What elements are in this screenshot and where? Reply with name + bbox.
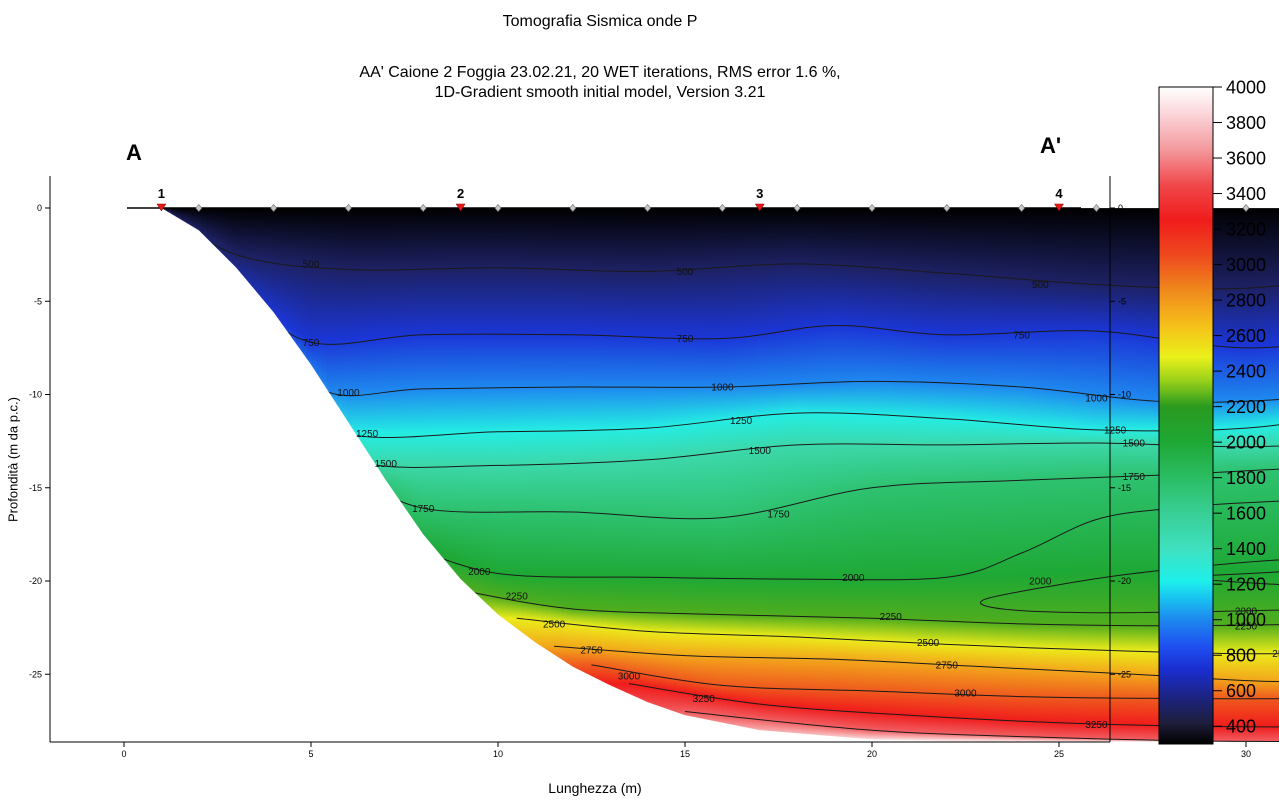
- chart-subtitle-line-2: 1D-Gradient smooth initial model, Versio…: [434, 84, 766, 101]
- section-start-label: A: [126, 140, 142, 165]
- chart-title: Tomografia Sismica onde P: [502, 13, 698, 30]
- x-axis-label: Lunghezza (m): [548, 780, 642, 796]
- section-end-label: A': [1040, 133, 1062, 158]
- chart-subtitle-line-1: AA' Caione 2 Foggia 23.02.21, 20 WET ite…: [359, 64, 841, 81]
